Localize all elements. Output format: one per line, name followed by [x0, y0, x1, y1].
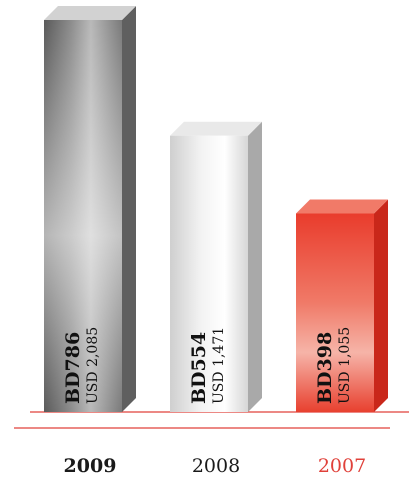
bar-front-face — [170, 135, 248, 412]
bar-top-face — [296, 199, 388, 214]
bar-side-face — [122, 6, 136, 412]
bar-value-label: BD398 — [314, 332, 336, 404]
bar-usd-label: USD 2,085 — [85, 327, 101, 404]
category-label-2008: 2008 — [192, 455, 240, 477]
bar-highlight — [44, 20, 122, 412]
category-labels: 2009 2008 2007 — [64, 455, 367, 477]
bar-2007: BD398 USD 1,055 — [296, 199, 388, 412]
bar-side-face — [248, 121, 262, 412]
bar-top-face — [44, 6, 136, 20]
bar-2008: BD554 USD 1,471 — [170, 121, 262, 412]
bar-2009: BD786 USD 2,085 — [44, 6, 136, 412]
category-label-2007: 2007 — [318, 455, 366, 477]
bar-front-face — [296, 213, 374, 412]
bar-top-face — [170, 121, 262, 136]
bar-side-face — [374, 199, 388, 412]
bar-usd-label: USD 1,471 — [211, 327, 227, 404]
bars-group: BD786 USD 2,085 BD554 USD 1,471 BD398 USD 1,0… — [44, 6, 388, 412]
bar-value-label: BD554 — [188, 332, 210, 404]
category-label-2009: 2009 — [64, 455, 117, 477]
bar-usd-label: USD 1,055 — [337, 327, 353, 404]
bar-value-label: BD786 — [62, 332, 84, 404]
